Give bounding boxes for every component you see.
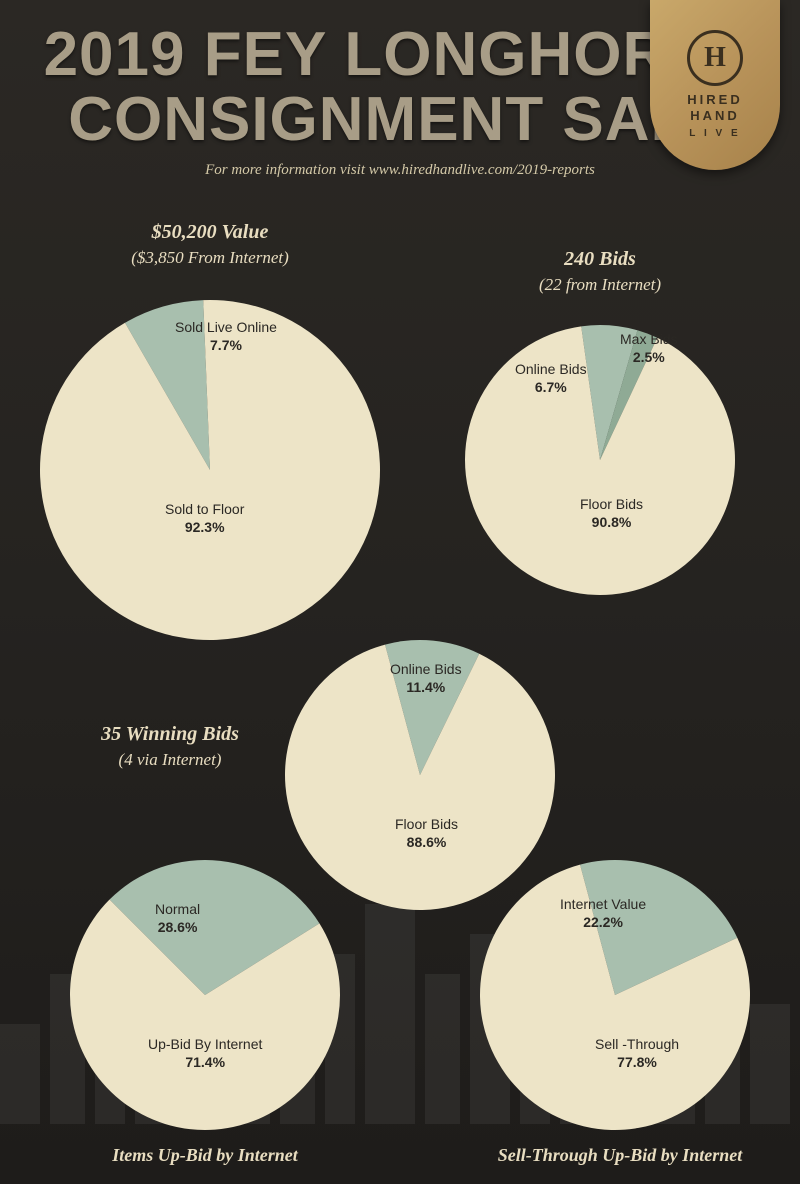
chart-title-upbid: Items Up-Bid by Internet xyxy=(55,1145,355,1166)
pie-slice xyxy=(110,860,320,995)
slice-label: Sold to Floor92.3% xyxy=(165,500,244,536)
title-line2: CONSIGNMENT SALE xyxy=(68,85,732,154)
subtitle-url[interactable]: www.hiredhandlive.com/2019-reports xyxy=(369,162,595,178)
chart-title-bids: 240 Bids (22 from Internet) xyxy=(490,245,710,297)
chart-title-value: $50,200 Value ($3,850 From Internet) xyxy=(90,218,330,270)
badge-text: HIRED HAND L I V E xyxy=(687,92,742,139)
chart-title-sellthrough: Sell-Through Up-Bid by Internet xyxy=(460,1145,780,1166)
slice-label: Floor Bids88.6% xyxy=(395,815,458,851)
slice-label: Online Bids11.4% xyxy=(390,660,462,696)
badge-monogram: H xyxy=(687,30,743,86)
slice-label: Online Bids6.7% xyxy=(515,360,587,396)
slice-label: Sell -Through77.8% xyxy=(595,1035,679,1071)
slice-label: Up-Bid By Internet71.4% xyxy=(148,1035,262,1071)
slice-label: Normal28.6% xyxy=(155,900,200,936)
slice-label: Max Bids2.5% xyxy=(620,330,678,366)
subtitle: For more information visit www.hiredhand… xyxy=(0,162,800,179)
chart-title-winning: 35 Winning Bids (4 via Internet) xyxy=(70,720,270,772)
slice-label: Sold Live Online7.7% xyxy=(175,318,277,354)
slice-label: Internet Value22.2% xyxy=(560,895,646,931)
pie-slice xyxy=(465,326,735,595)
slice-label: Floor Bids90.8% xyxy=(580,495,643,531)
skyline-decoration xyxy=(0,824,800,1124)
brand-badge: H HIRED HAND L I V E xyxy=(650,0,780,170)
pie-slice xyxy=(70,900,340,1130)
